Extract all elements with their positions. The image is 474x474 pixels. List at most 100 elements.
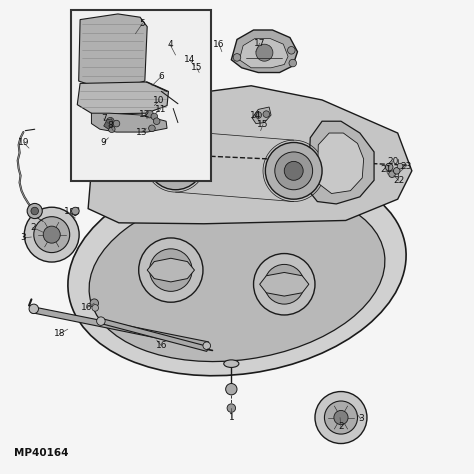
Circle shape xyxy=(146,110,154,118)
Circle shape xyxy=(275,275,294,294)
Circle shape xyxy=(72,207,79,215)
Circle shape xyxy=(166,152,185,171)
Circle shape xyxy=(288,46,295,54)
Circle shape xyxy=(137,110,144,117)
Text: 4: 4 xyxy=(167,40,173,49)
Polygon shape xyxy=(71,208,79,216)
Circle shape xyxy=(43,226,60,243)
Text: 2: 2 xyxy=(338,422,344,431)
Circle shape xyxy=(107,118,114,125)
Text: 12: 12 xyxy=(139,109,151,118)
Text: 1: 1 xyxy=(64,207,70,216)
Text: 5: 5 xyxy=(140,19,146,28)
Text: 8: 8 xyxy=(108,121,113,130)
Text: 18: 18 xyxy=(54,329,65,338)
Circle shape xyxy=(139,238,203,302)
Polygon shape xyxy=(77,82,168,114)
Text: 1: 1 xyxy=(228,413,234,422)
Text: 9: 9 xyxy=(101,138,107,147)
Circle shape xyxy=(156,143,194,180)
Circle shape xyxy=(289,59,297,67)
Bar xyxy=(71,10,211,181)
Circle shape xyxy=(385,163,393,171)
Text: 10: 10 xyxy=(153,96,165,105)
Circle shape xyxy=(27,203,42,219)
Ellipse shape xyxy=(89,188,385,362)
Circle shape xyxy=(233,54,241,61)
Text: MP40164: MP40164 xyxy=(14,448,68,458)
Circle shape xyxy=(264,264,304,304)
Circle shape xyxy=(90,299,99,308)
Ellipse shape xyxy=(224,360,239,367)
Circle shape xyxy=(149,125,155,132)
Circle shape xyxy=(24,207,79,262)
Text: 14: 14 xyxy=(250,110,262,119)
Text: 2: 2 xyxy=(30,223,36,232)
Polygon shape xyxy=(239,38,288,68)
Circle shape xyxy=(284,161,303,180)
Text: 11: 11 xyxy=(155,105,166,114)
Text: 7: 7 xyxy=(101,114,107,123)
Polygon shape xyxy=(252,107,271,124)
Circle shape xyxy=(109,126,115,133)
Circle shape xyxy=(203,342,210,349)
Circle shape xyxy=(315,392,367,444)
Circle shape xyxy=(147,133,204,190)
Circle shape xyxy=(397,163,403,169)
Circle shape xyxy=(124,114,131,120)
Text: 16: 16 xyxy=(81,303,92,312)
Text: 14: 14 xyxy=(184,55,195,64)
Circle shape xyxy=(160,111,167,118)
Circle shape xyxy=(113,120,120,127)
Circle shape xyxy=(31,207,38,215)
Text: 13: 13 xyxy=(136,128,147,137)
Text: 17: 17 xyxy=(254,39,265,48)
Polygon shape xyxy=(112,107,180,137)
Polygon shape xyxy=(308,121,374,204)
Polygon shape xyxy=(104,119,113,129)
Text: 19: 19 xyxy=(18,138,29,147)
Text: 15: 15 xyxy=(191,64,202,73)
Polygon shape xyxy=(79,14,147,86)
Circle shape xyxy=(150,249,192,292)
Circle shape xyxy=(263,111,270,118)
Circle shape xyxy=(154,118,160,125)
Circle shape xyxy=(393,167,400,174)
Circle shape xyxy=(227,404,236,412)
Circle shape xyxy=(149,109,155,115)
Circle shape xyxy=(115,121,121,128)
Text: 15: 15 xyxy=(257,120,269,129)
Text: 20: 20 xyxy=(387,157,399,166)
Polygon shape xyxy=(88,86,412,224)
Circle shape xyxy=(254,254,315,315)
Circle shape xyxy=(34,217,70,253)
Circle shape xyxy=(256,44,273,61)
Circle shape xyxy=(255,112,262,118)
Circle shape xyxy=(324,401,357,434)
Circle shape xyxy=(389,171,395,177)
Text: 16: 16 xyxy=(155,341,167,350)
Circle shape xyxy=(92,305,99,311)
Ellipse shape xyxy=(68,164,406,376)
Text: 21: 21 xyxy=(380,165,392,174)
Polygon shape xyxy=(147,258,194,282)
Polygon shape xyxy=(260,273,309,296)
Circle shape xyxy=(160,260,181,281)
Text: 16: 16 xyxy=(213,40,225,49)
Circle shape xyxy=(334,410,348,425)
Circle shape xyxy=(275,152,313,190)
Circle shape xyxy=(265,143,322,199)
Circle shape xyxy=(97,317,105,325)
Polygon shape xyxy=(231,30,298,73)
Text: 22: 22 xyxy=(393,176,404,185)
Polygon shape xyxy=(31,307,209,348)
Text: 3: 3 xyxy=(20,234,26,242)
Text: 23: 23 xyxy=(401,162,412,171)
Circle shape xyxy=(226,383,237,395)
Polygon shape xyxy=(318,133,364,193)
Polygon shape xyxy=(99,318,209,351)
Circle shape xyxy=(151,113,157,120)
Polygon shape xyxy=(91,113,167,132)
Text: 3: 3 xyxy=(358,414,364,423)
Text: 6: 6 xyxy=(158,72,164,81)
